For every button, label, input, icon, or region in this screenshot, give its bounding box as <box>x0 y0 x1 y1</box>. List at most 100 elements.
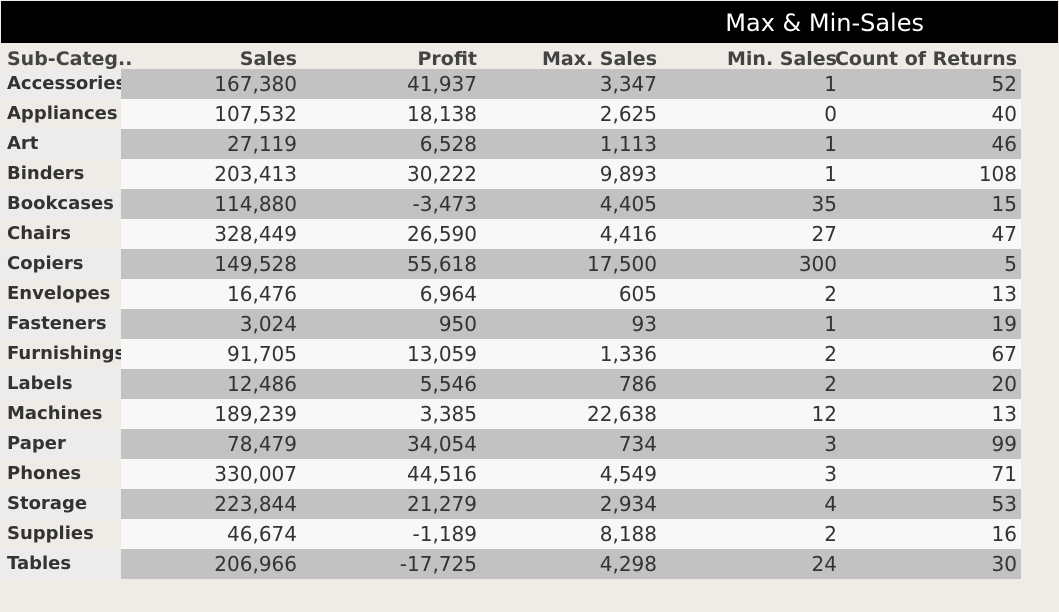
table-row[interactable]: Tables 206,966 -17,725 4,298 24 30 <box>1 549 1021 579</box>
count-of-returns-cell: 40 <box>991 102 1017 126</box>
max-sales-cell: 93 <box>631 312 657 336</box>
row-values-band: 3,024 950 93 1 19 <box>121 309 1021 339</box>
sub-category-label: Labels <box>1 369 121 399</box>
column-header-count-of-returns[interactable]: Count of Returns <box>834 48 1017 70</box>
profit-cell: 6,528 <box>419 132 477 156</box>
sales-cell: 107,532 <box>214 102 297 126</box>
table-row[interactable]: Labels 12,486 5,546 786 2 20 <box>1 369 1021 399</box>
table-row[interactable]: Appliances 107,532 18,138 2,625 0 40 <box>1 99 1021 129</box>
table-row[interactable]: Machines 189,239 3,385 22,638 12 13 <box>1 399 1021 429</box>
table-row[interactable]: Art 27,119 6,528 1,113 1 46 <box>1 129 1021 159</box>
sub-category-label: Tables <box>1 549 121 579</box>
sub-category-label: Paper <box>1 429 121 459</box>
table-row[interactable]: Paper 78,479 34,054 734 3 99 <box>1 429 1021 459</box>
sales-cell: 114,880 <box>214 192 297 216</box>
row-values-band: 223,844 21,279 2,934 4 53 <box>121 489 1021 519</box>
row-values-band: 167,380 41,937 3,347 1 52 <box>121 69 1021 99</box>
min-sales-cell: 1 <box>824 162 837 186</box>
min-sales-cell: 1 <box>824 132 837 156</box>
table-row[interactable]: Fasteners 3,024 950 93 1 19 <box>1 309 1021 339</box>
sales-cell: 12,486 <box>227 372 297 396</box>
min-sales-cell: 12 <box>811 402 837 426</box>
max-sales-cell: 1,336 <box>599 342 657 366</box>
row-values-band: 328,449 26,590 4,416 27 47 <box>121 219 1021 249</box>
row-values-band: 114,880 -3,473 4,405 35 15 <box>121 189 1021 219</box>
table-row[interactable]: Storage 223,844 21,279 2,934 4 53 <box>1 489 1021 519</box>
table-header-row: Sub-Categ.. Sales Profit Max. Sales Min.… <box>1 47 1021 70</box>
sub-category-label: Phones <box>1 459 121 489</box>
table-body: Accessories 167,380 41,937 3,347 1 52 Applianc… <box>1 69 1021 579</box>
min-sales-cell: 2 <box>824 372 837 396</box>
min-sales-cell: 2 <box>824 522 837 546</box>
profit-cell: -17,725 <box>399 552 477 576</box>
table-row[interactable]: Supplies 46,674 -1,189 8,188 2 16 <box>1 519 1021 549</box>
count-of-returns-cell: 67 <box>991 342 1017 366</box>
page-title: Max & Min-Sales <box>725 9 924 37</box>
table-row[interactable]: Chairs 328,449 26,590 4,416 27 47 <box>1 219 1021 249</box>
sub-category-label: Fasteners <box>1 309 121 339</box>
row-values-band: 206,966 -17,725 4,298 24 30 <box>121 549 1021 579</box>
count-of-returns-cell: 71 <box>991 462 1017 486</box>
row-values-band: 149,528 55,618 17,500 300 5 <box>121 249 1021 279</box>
row-values-band: 91,705 13,059 1,336 2 67 <box>121 339 1021 369</box>
sales-cell: 203,413 <box>214 162 297 186</box>
profit-cell: 13,059 <box>407 342 477 366</box>
table-row[interactable]: Phones 330,007 44,516 4,549 3 71 <box>1 459 1021 489</box>
profit-cell: 34,054 <box>407 432 477 456</box>
count-of-returns-cell: 30 <box>991 552 1017 576</box>
min-sales-cell: 2 <box>824 342 837 366</box>
sub-category-label: Envelopes <box>1 279 121 309</box>
profit-cell: 44,516 <box>407 462 477 486</box>
column-header-sub-category[interactable]: Sub-Categ.. <box>7 48 133 70</box>
profit-cell: -1,189 <box>412 522 477 546</box>
sub-category-label: Storage <box>1 489 121 519</box>
max-sales-cell: 17,500 <box>587 252 657 276</box>
row-values-band: 46,674 -1,189 8,188 2 16 <box>121 519 1021 549</box>
count-of-returns-cell: 15 <box>991 192 1017 216</box>
table-row[interactable]: Copiers 149,528 55,618 17,500 300 5 <box>1 249 1021 279</box>
table-row[interactable]: Furnishings 91,705 13,059 1,336 2 67 <box>1 339 1021 369</box>
max-sales-cell: 4,416 <box>599 222 657 246</box>
sub-category-label: Furnishings <box>1 339 121 369</box>
row-values-band: 203,413 30,222 9,893 1 108 <box>121 159 1021 189</box>
sales-cell: 27,119 <box>227 132 297 156</box>
sales-cell: 167,380 <box>214 72 297 96</box>
column-header-max-sales[interactable]: Max. Sales <box>541 48 657 70</box>
max-sales-cell: 22,638 <box>587 402 657 426</box>
count-of-returns-cell: 20 <box>991 372 1017 396</box>
row-values-band: 330,007 44,516 4,549 3 71 <box>121 459 1021 489</box>
table-row[interactable]: Envelopes 16,476 6,964 605 2 13 <box>1 279 1021 309</box>
count-of-returns-cell: 13 <box>991 402 1017 426</box>
count-of-returns-cell: 46 <box>991 132 1017 156</box>
min-sales-cell: 3 <box>824 432 837 456</box>
sub-category-label: Bookcases <box>1 189 121 219</box>
max-sales-cell: 786 <box>618 372 657 396</box>
table-row[interactable]: Accessories 167,380 41,937 3,347 1 52 <box>1 69 1021 99</box>
sub-category-label: Art <box>1 129 121 159</box>
count-of-returns-cell: 108 <box>978 162 1017 186</box>
row-values-band: 27,119 6,528 1,113 1 46 <box>121 129 1021 159</box>
min-sales-cell: 4 <box>824 492 837 516</box>
column-header-min-sales[interactable]: Min. Sales <box>727 48 837 70</box>
column-header-profit[interactable]: Profit <box>417 48 477 70</box>
max-sales-cell: 4,298 <box>599 552 657 576</box>
count-of-returns-cell: 19 <box>991 312 1017 336</box>
profit-cell: 6,964 <box>419 282 477 306</box>
table-row[interactable]: Bookcases 114,880 -3,473 4,405 35 15 <box>1 189 1021 219</box>
table-row[interactable]: Binders 203,413 30,222 9,893 1 108 <box>1 159 1021 189</box>
count-of-returns-cell: 16 <box>991 522 1017 546</box>
profit-cell: 3,385 <box>419 402 477 426</box>
sub-category-label: Machines <box>1 399 121 429</box>
sales-cell: 189,239 <box>214 402 297 426</box>
count-of-returns-cell: 99 <box>991 432 1017 456</box>
sales-cell: 149,528 <box>214 252 297 276</box>
column-header-sales[interactable]: Sales <box>239 48 297 70</box>
sub-category-label: Chairs <box>1 219 121 249</box>
row-values-band: 16,476 6,964 605 2 13 <box>121 279 1021 309</box>
sub-category-label: Appliances <box>1 99 121 129</box>
title-bar: Max & Min-Sales <box>1 1 1058 43</box>
sales-cell: 328,449 <box>214 222 297 246</box>
sales-cell: 206,966 <box>214 552 297 576</box>
sales-cell: 91,705 <box>227 342 297 366</box>
min-sales-cell: 1 <box>824 312 837 336</box>
